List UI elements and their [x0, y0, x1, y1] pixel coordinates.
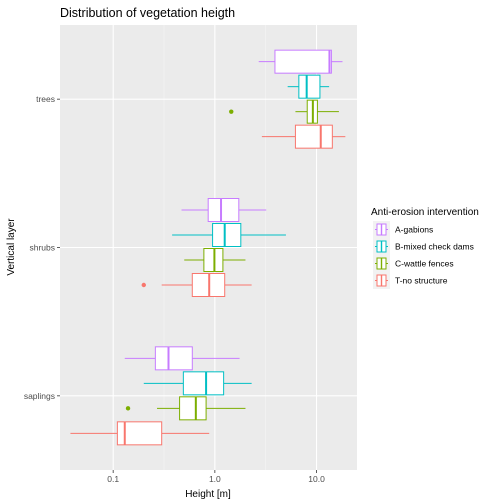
legend-label: T-no structure [395, 276, 448, 286]
box-iqr [207, 198, 240, 222]
box-iqr [274, 49, 332, 74]
box-iqr [212, 223, 242, 247]
legend-label: B-mixed check dams [395, 242, 474, 252]
x-tick-label: 1.0 [209, 474, 221, 484]
legend: Anti-erosion intervention A-gabions B-mix… [371, 207, 479, 289]
box-T-no structure-saplings [70, 421, 210, 446]
box-iqr [116, 421, 163, 446]
box-iqr [182, 371, 225, 396]
grid [60, 25, 357, 470]
x-axis-title: Height [m] [185, 489, 231, 500]
outlier-point [125, 406, 131, 411]
y-tick-label: shrubs [29, 243, 55, 253]
box-iqr [154, 346, 193, 371]
box-B-mixed check dams-saplings [143, 371, 252, 396]
legend-label: C-wattle fences [395, 259, 454, 269]
box-C-wattle fences-shrubs [184, 248, 246, 272]
chart-title: Distribution of vegetation heigth [60, 6, 235, 20]
box-A-gabions-trees [258, 49, 343, 74]
legend-item-T-no structure: T-no structure [373, 272, 448, 289]
box-iqr [298, 74, 321, 99]
box-T-no structure-shrubs [141, 273, 252, 297]
legend-title: Anti-erosion intervention [371, 207, 479, 218]
box-A-gabions-shrubs [181, 198, 267, 222]
axes: 0.1 1.0 10.0 trees shrubs saplings [24, 94, 325, 484]
legend-label: A-gabions [395, 225, 433, 235]
legend-item-A-gabions: A-gabions [373, 221, 433, 238]
box-iqr [203, 248, 224, 272]
outlier-point [229, 109, 234, 114]
box-T-no structure-trees [261, 124, 346, 149]
y-tick-label: saplings [24, 391, 55, 401]
legend-item-C-wattle fences: C-wattle fences [373, 255, 454, 272]
x-tick-label: 0.1 [107, 474, 119, 484]
box-C-wattle fences-saplings [125, 396, 246, 421]
outlier-point [141, 282, 146, 288]
x-tick-label: 10.0 [308, 474, 325, 484]
y-axis-title: Vertical layer [6, 218, 17, 276]
y-tick-label: trees [36, 94, 55, 104]
legend-item-B-mixed check dams: B-mixed check dams [373, 238, 474, 255]
box-B-mixed check dams-shrubs [172, 223, 286, 247]
box-iqr [179, 396, 207, 421]
boxplots [70, 49, 346, 446]
box-B-mixed check dams-trees [287, 74, 330, 99]
box-A-gabions-saplings [124, 346, 240, 371]
box-C-wattle fences-trees [229, 99, 339, 124]
box-iqr [294, 124, 333, 149]
